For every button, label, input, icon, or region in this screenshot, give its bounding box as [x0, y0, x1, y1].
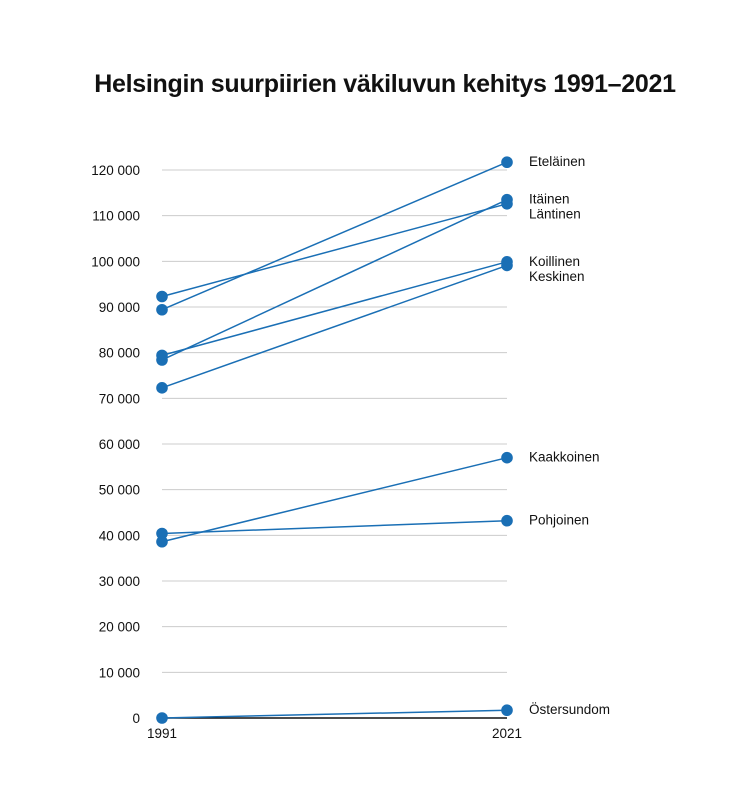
- data-point: [156, 349, 168, 362]
- y-tick-labels: 0 10 000 20 000 30 000 40 000 50 000 60 000 70 …: [91, 163, 140, 726]
- series-label: Eteläinen: [529, 154, 585, 169]
- x-tick-label: 1991: [147, 726, 177, 741]
- series-lines: [161, 161, 508, 719]
- x-tick-labels: 1991 2021: [147, 726, 522, 741]
- data-point: [156, 382, 168, 394]
- data-point: [156, 535, 168, 548]
- series-line: [161, 203, 508, 298]
- data-point: [501, 451, 513, 464]
- y-tick-label: 100 000: [91, 254, 140, 269]
- series-line: [161, 161, 508, 311]
- series-line: [161, 264, 508, 389]
- data-point: [501, 156, 513, 169]
- data-point: [501, 514, 513, 527]
- data-point: [156, 303, 168, 316]
- y-tick-label: 80 000: [99, 346, 140, 361]
- series-label: Kaakkoinen: [529, 450, 600, 465]
- y-tick-label: 0: [132, 711, 140, 726]
- y-tick-label: 20 000: [99, 620, 140, 635]
- grid-lines: [162, 169, 507, 719]
- series-line: [161, 199, 508, 361]
- series-line: [161, 456, 508, 543]
- data-point: [156, 527, 168, 540]
- y-tick-label: 70 000: [99, 391, 140, 406]
- series-points: [156, 156, 513, 724]
- data-point: [156, 290, 168, 303]
- data-point: [501, 704, 513, 717]
- y-tick-label: 40 000: [99, 528, 140, 543]
- y-tick-label: 60 000: [99, 437, 140, 452]
- data-point: [501, 259, 513, 272]
- y-tick-label: 90 000: [99, 300, 140, 315]
- series-line: [161, 519, 508, 535]
- series-label: Pohjoinen: [529, 513, 589, 528]
- series-line: [161, 261, 508, 357]
- y-tick-label: 120 000: [91, 163, 140, 178]
- series-line: [161, 709, 508, 719]
- chart-title: Helsingin suurpiirien väkiluvun kehitys …: [94, 70, 676, 98]
- y-tick-label: 50 000: [99, 483, 140, 498]
- y-tick-label: 110 000: [92, 209, 140, 224]
- series-label: Keskinen: [529, 269, 585, 284]
- series-label: Östersundom: [529, 702, 610, 717]
- x-tick-label: 2021: [492, 726, 522, 741]
- series-label: Koillinen: [529, 254, 580, 269]
- data-point: [501, 197, 513, 210]
- series-label: Itäinen: [529, 192, 570, 207]
- series-label: Läntinen: [529, 207, 581, 222]
- y-tick-label: 30 000: [99, 574, 140, 589]
- y-tick-label: 10 000: [99, 665, 140, 680]
- data-point: [156, 712, 168, 724]
